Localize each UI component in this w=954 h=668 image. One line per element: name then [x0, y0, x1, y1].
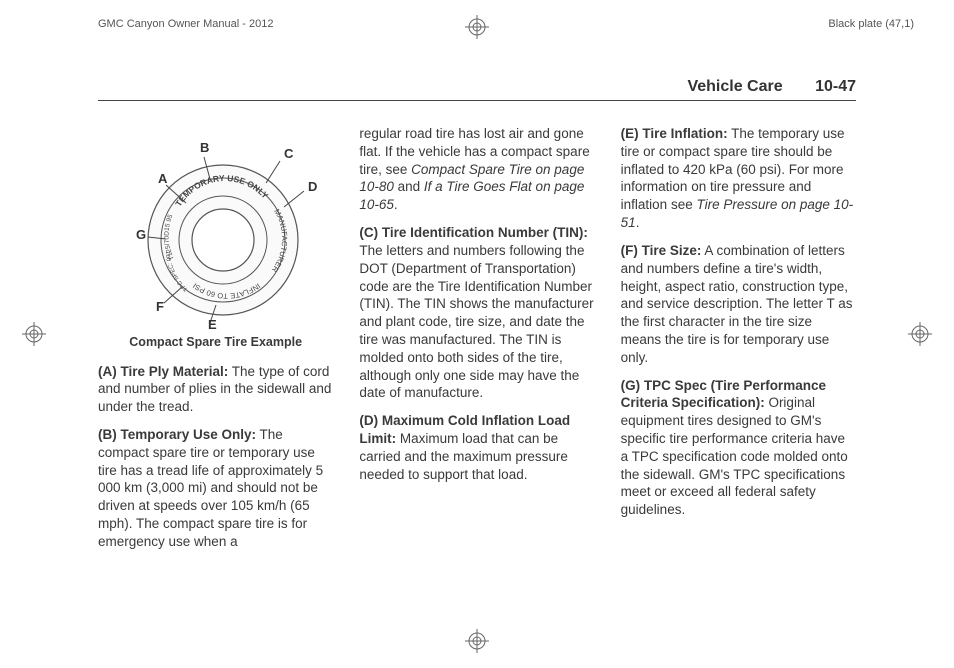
- column-1: TEMPORARY USE ONLY MANUFACTURER INFLATE …: [98, 125, 333, 623]
- column-3: (E) Tire Inflation: The temporary use ti…: [621, 125, 856, 623]
- svg-text:E: E: [208, 317, 217, 330]
- para-d: (D) Maximum Cold Inflation Load Limit: M…: [359, 412, 594, 483]
- doc-title: GMC Canyon Owner Manual - 2012: [98, 18, 273, 30]
- para-e: (E) Tire Inflation: The temporary use ti…: [621, 125, 856, 232]
- tire-diagram-svg: TEMPORARY USE ONLY MANUFACTURER INFLATE …: [108, 125, 323, 330]
- section-header: Vehicle Care 10-47: [687, 78, 856, 96]
- figure-caption: Compact Spare Tire Example: [98, 334, 333, 351]
- para-b-cont: regular road tire has lost air and gone …: [359, 125, 594, 214]
- para-g: (G) TPC Spec (Tire Performance Criteria …: [621, 377, 856, 520]
- para-f: (F) Tire Size: A combination of letters …: [621, 242, 856, 367]
- content-columns: TEMPORARY USE ONLY MANUFACTURER INFLATE …: [98, 125, 856, 623]
- para-b: (B) Temporary Use Only: The compact spar…: [98, 426, 333, 551]
- para-a: (A) Tire Ply Material: The type of cord …: [98, 363, 333, 416]
- svg-text:D: D: [308, 179, 317, 194]
- plate-label: Black plate (47,1): [828, 18, 914, 30]
- section-title: Vehicle Care: [687, 78, 782, 95]
- crop-mark-bottom: [465, 629, 489, 653]
- horizontal-rule: [98, 100, 856, 101]
- column-2: regular road tire has lost air and gone …: [359, 125, 594, 623]
- page-number: 10-47: [815, 78, 856, 95]
- top-header: GMC Canyon Owner Manual - 2012 Black pla…: [98, 18, 914, 30]
- svg-text:B: B: [200, 140, 209, 155]
- svg-text:A: A: [158, 171, 168, 186]
- svg-text:C: C: [284, 146, 294, 161]
- tire-figure: TEMPORARY USE ONLY MANUFACTURER INFLATE …: [98, 125, 333, 351]
- crop-mark-left: [22, 322, 46, 346]
- svg-text:F: F: [156, 299, 164, 314]
- svg-text:G: G: [136, 227, 146, 242]
- crop-mark-right: [908, 322, 932, 346]
- para-c: (C) Tire Identification Number (TIN): Th…: [359, 224, 594, 402]
